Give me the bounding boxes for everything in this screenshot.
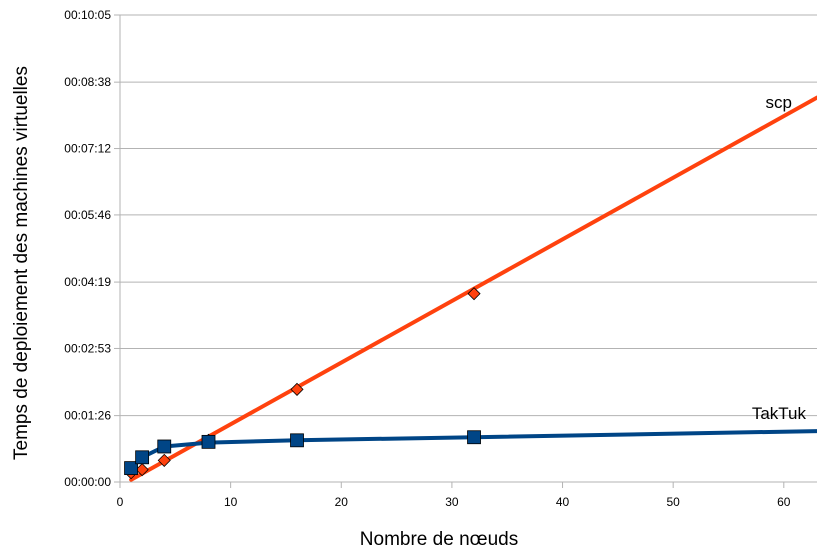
y-axis-title: Temps de deploiement des machines virtue…	[11, 66, 32, 460]
x-axis-title: Nombre de nœuds	[360, 529, 518, 550]
y-tick-label: 00:05:46	[64, 208, 111, 222]
x-tick-label: 60	[777, 495, 791, 509]
x-tick-label: 10	[224, 495, 238, 509]
data-point-taktuk	[135, 450, 150, 465]
data-point-taktuk	[157, 439, 172, 454]
data-point-scp	[157, 453, 171, 467]
y-tick-label: 00:08:38	[64, 75, 111, 89]
x-tick-label: 30	[445, 495, 459, 509]
data-point-scp	[290, 382, 304, 396]
data-point-taktuk	[290, 433, 304, 448]
y-tick-label: 00:07:12	[64, 142, 111, 156]
series-taktuk	[124, 429, 817, 476]
y-tick-label: 00:00:00	[64, 475, 111, 489]
x-tick-label: 0	[117, 495, 124, 509]
data-point-scp	[135, 463, 149, 477]
y-tick-label: 00:04:19	[64, 275, 111, 289]
axis-layer	[114, 14, 817, 488]
data-point-scp	[467, 287, 481, 301]
label-layer: 00:00:00 00:01:26 00:02:53 00:04:19 00:05:46…	[64, 8, 806, 509]
x-tick-label: 20	[335, 495, 349, 509]
series-label-taktuk: TakTuk	[752, 404, 807, 423]
series-label-scp: scp	[766, 93, 792, 112]
data-point-taktuk	[201, 434, 216, 449]
x-tick-label: 50	[666, 495, 680, 509]
y-tick-label: 00:10:05	[64, 8, 111, 22]
series-layer	[124, 95, 817, 482]
y-tick-label: 00:02:53	[64, 341, 111, 355]
series-scp	[124, 95, 817, 482]
data-point-taktuk	[467, 430, 481, 445]
y-tick-label: 00:01:26	[64, 409, 111, 423]
grid-layer	[120, 14, 817, 417]
data-point-taktuk	[124, 461, 138, 476]
x-tick-label: 40	[556, 495, 570, 509]
